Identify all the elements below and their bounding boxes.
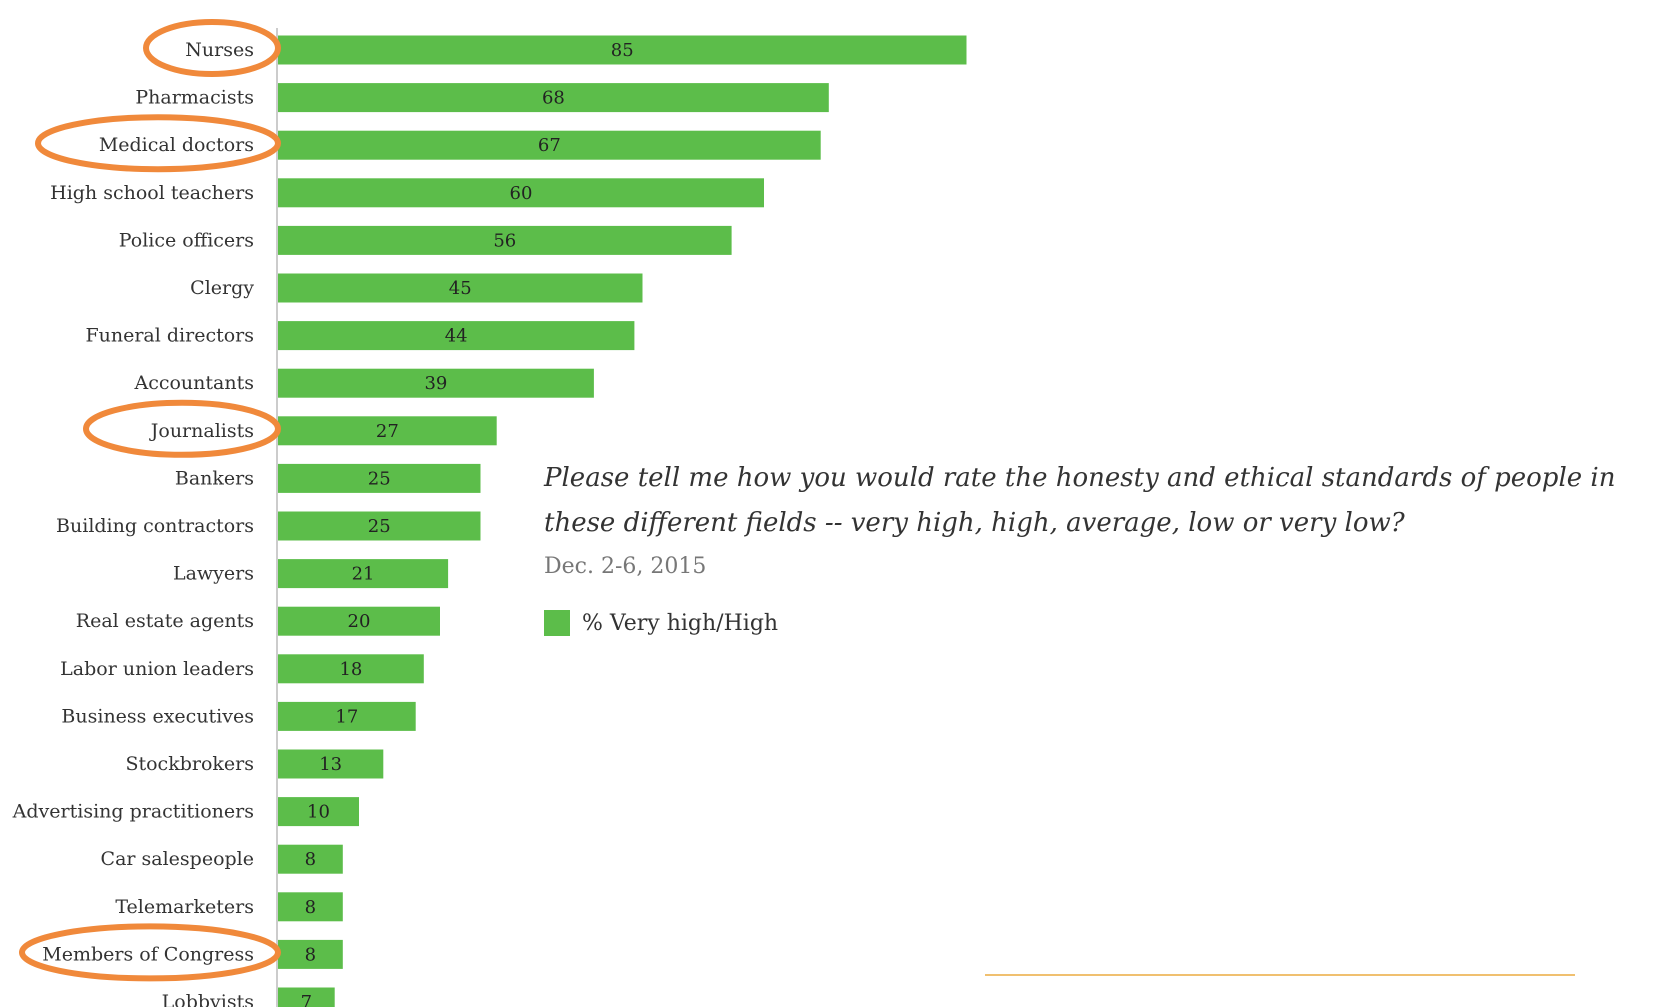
bar <box>278 701 416 731</box>
bar <box>278 892 343 922</box>
bar-value-label: 8 <box>305 849 316 870</box>
bar-value-label: 25 <box>368 516 391 537</box>
category-label: Stockbrokers <box>125 753 254 775</box>
bar-value-label: 85 <box>611 40 634 61</box>
bar <box>278 511 481 541</box>
survey-question: Please tell me how you would rate the ho… <box>544 463 1616 538</box>
bar-value-label: 8 <box>305 897 316 918</box>
category-label: Business executives <box>61 705 254 727</box>
category-label: Building contractors <box>56 515 254 537</box>
bar-value-label: 20 <box>348 611 371 632</box>
legend-swatch <box>544 610 570 636</box>
category-label: Police officers <box>119 229 254 251</box>
bar-value-label: 27 <box>376 421 399 442</box>
category-label: Lawyers <box>173 563 254 585</box>
highlight-circle <box>83 399 281 458</box>
bar <box>278 416 497 446</box>
category-label: Advertising practitioners <box>12 801 254 823</box>
bar-value-label: 17 <box>335 706 358 727</box>
category-label: Car salespeople <box>101 848 254 870</box>
survey-date: Dec. 2-6, 2015 <box>544 554 707 579</box>
bar <box>278 273 643 303</box>
category-label: Bankers <box>175 467 254 489</box>
bar <box>278 797 359 827</box>
category-label: Lobbyists <box>162 991 254 1007</box>
bar <box>278 559 449 589</box>
bar <box>278 939 343 969</box>
category-label: Nurses <box>185 39 254 61</box>
category-label: Real estate agents <box>76 610 254 632</box>
category-label: Clergy <box>190 277 254 299</box>
bar-value-label: 67 <box>538 135 561 156</box>
bar-value-label: 44 <box>445 326 468 347</box>
highlight-circle <box>35 114 281 173</box>
category-label: Pharmacists <box>135 87 254 109</box>
bar <box>278 225 732 255</box>
category-label: Medical doctors <box>99 134 254 156</box>
highlight-circle <box>19 923 281 982</box>
bar <box>278 178 764 208</box>
bar-value-label: 21 <box>352 564 375 585</box>
category-label: Funeral directors <box>85 325 254 347</box>
bar-value-label: 7 <box>301 992 312 1007</box>
bar-value-label: 8 <box>305 944 316 965</box>
bar <box>278 654 424 684</box>
bar-value-label: 13 <box>319 754 342 775</box>
decorative-underline <box>985 974 1575 976</box>
bar-value-label: 45 <box>449 278 472 299</box>
legend: % Very high/High <box>544 610 778 636</box>
category-label: Labor union leaders <box>60 658 254 680</box>
bar <box>278 130 821 160</box>
bar <box>278 35 967 65</box>
bar-value-label: 18 <box>339 659 362 680</box>
bar-value-label: 60 <box>510 183 533 204</box>
bar <box>278 463 481 493</box>
bar <box>278 749 384 779</box>
bar-value-label: 10 <box>307 802 330 823</box>
category-label: Accountants <box>133 372 254 394</box>
category-label: High school teachers <box>50 182 254 204</box>
bar <box>278 987 335 1007</box>
bar-value-label: 56 <box>493 230 516 251</box>
bar <box>278 606 440 636</box>
bar <box>278 321 635 351</box>
highlight-circle <box>143 19 281 77</box>
bar-value-label: 25 <box>368 468 391 489</box>
bar-value-label: 39 <box>424 373 447 394</box>
category-label: Members of Congress <box>42 943 254 965</box>
category-label: Journalists <box>149 420 254 442</box>
legend-label: % Very high/High <box>582 610 779 636</box>
bar <box>278 844 343 874</box>
bar <box>278 368 594 398</box>
bar-value-label: 68 <box>542 88 565 109</box>
category-label: Telemarketers <box>115 896 254 918</box>
bar <box>278 83 829 113</box>
